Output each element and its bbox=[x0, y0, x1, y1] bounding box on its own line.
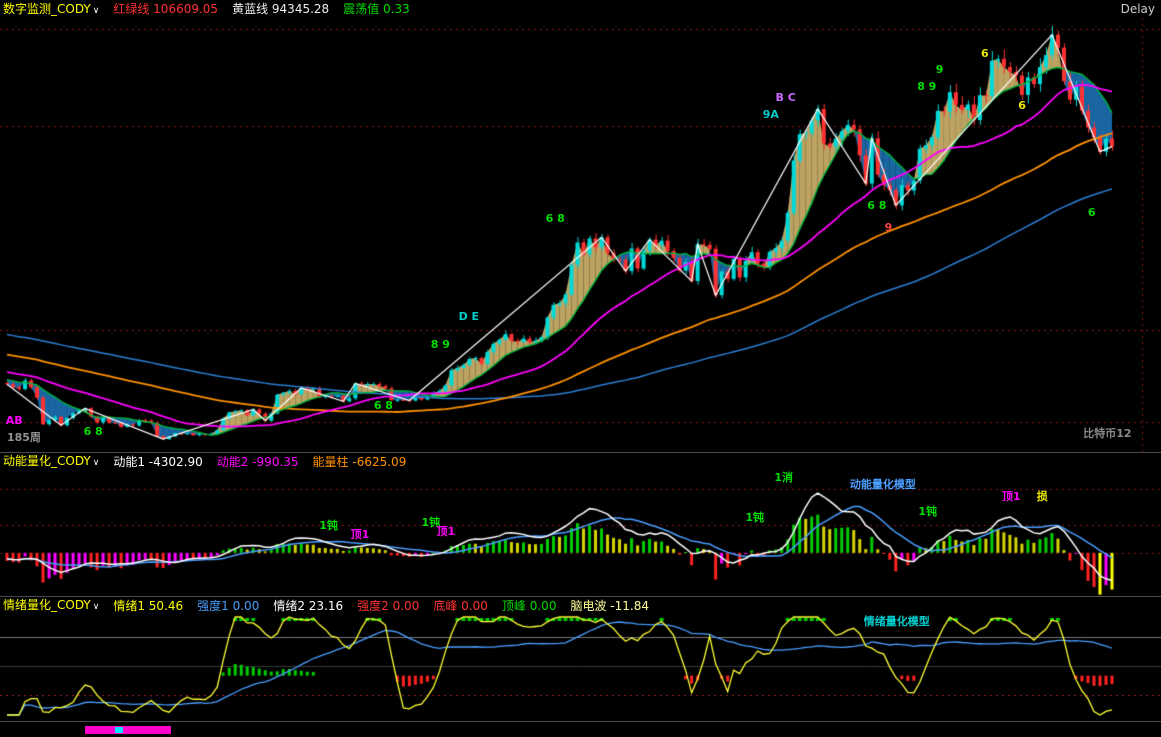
emotion-chart[interactable] bbox=[0, 613, 1161, 721]
indicator-label: 红绿线 bbox=[113, 2, 150, 16]
indicator-value: -6625.09 bbox=[348, 454, 407, 469]
indicator-label: 能量柱 bbox=[312, 454, 349, 469]
indicator-label: 强度2 bbox=[357, 598, 389, 613]
scrollbar-thumb[interactable] bbox=[85, 726, 171, 734]
main-panel-title-text: 数字监测_CODY bbox=[3, 1, 91, 16]
momentum-indicator-readouts: 动能1 -4302.90 动能2 -990.35 能量柱 -6625.09 bbox=[99, 456, 406, 468]
horizontal-scrollbar[interactable] bbox=[0, 721, 1161, 737]
momentum-indicator-0: 动能1 -4302.90 bbox=[113, 455, 202, 469]
chevron-down-icon: ∨ bbox=[92, 602, 100, 612]
emotion-indicator-5: 顶峰 0.00 bbox=[502, 599, 557, 613]
indicator-label: 顶峰 bbox=[501, 598, 526, 613]
indicator-value: 50.46 bbox=[144, 598, 184, 613]
indicator-value: 0.00 bbox=[457, 598, 488, 613]
indicator-value: 0.00 bbox=[388, 598, 420, 613]
emotion-indicator-readouts: 情绪1 50.46 强度1 0.00 情绪2 23.16 强度2 0.00 底峰 0.0… bbox=[99, 600, 649, 612]
main-indicator-readouts: 红绿线 106609.05 黄蓝线 94345.28 震荡值 0.33 bbox=[99, 3, 409, 15]
momentum-panel-title-text: 动能量化_CODY bbox=[3, 454, 91, 468]
indicator-value: -4302.90 bbox=[144, 454, 203, 469]
indicator-value: 106609.05 bbox=[149, 2, 219, 16]
momentum-indicator-2: 能量柱 -6625.09 bbox=[313, 455, 407, 469]
emotion-indicator-4: 底峰 0.00 bbox=[433, 599, 488, 613]
indicator-value: -990.35 bbox=[248, 454, 299, 469]
indicator-value: 0.33 bbox=[379, 2, 410, 16]
indicator-label: 脑电波 bbox=[570, 598, 607, 613]
emotion-indicator-6: 脑电波 -11.84 bbox=[570, 599, 649, 613]
emotion-indicator-3: 强度2 0.00 bbox=[357, 599, 419, 613]
indicator-label: 动能2 bbox=[216, 454, 249, 469]
scrollbar-position-marker bbox=[115, 727, 123, 733]
main-panel-title[interactable]: 数字监测_CODY ∨ bbox=[3, 3, 99, 16]
emotion-indicator-2: 情绪2 23.16 bbox=[273, 599, 343, 613]
indicator-value: 23.16 bbox=[304, 598, 344, 613]
main-indicator-1: 黄蓝线 94345.28 bbox=[232, 2, 329, 16]
delay-badge: Delay bbox=[1120, 2, 1155, 16]
indicator-label: 强度1 bbox=[197, 598, 229, 613]
main-indicator-2: 震荡值 0.33 bbox=[343, 2, 410, 16]
main-chart-header: 数字监测_CODY ∨ 红绿线 106609.05 黄蓝线 94345.28 震荡值 … bbox=[0, 0, 1161, 18]
emotion-panel-header: 情绪量化_CODY ∨ 情绪1 50.46 强度1 0.00 情绪2 23.16 强度2… bbox=[0, 596, 1161, 614]
indicator-label: 情绪1 bbox=[113, 598, 145, 613]
chevron-down-icon: ∨ bbox=[92, 5, 100, 16]
main-indicator-0: 红绿线 106609.05 bbox=[113, 2, 218, 16]
momentum-panel-header: 动能量化_CODY ∨ 动能1 -4302.90 动能2 -990.35 能量柱 -6… bbox=[0, 452, 1161, 470]
momentum-indicator-1: 动能2 -990.35 bbox=[217, 455, 299, 469]
indicator-value: 0.00 bbox=[228, 598, 260, 613]
emotion-indicator-1: 强度1 0.00 bbox=[197, 599, 259, 613]
indicator-label: 情绪2 bbox=[273, 598, 305, 613]
indicator-value: 0.00 bbox=[525, 598, 557, 613]
indicator-label: 底峰 bbox=[433, 598, 458, 613]
emotion-panel-title-text: 情绪量化_CODY bbox=[3, 598, 91, 612]
momentum-panel-title[interactable]: 动能量化_CODY ∨ bbox=[3, 455, 99, 468]
emotion-indicator-0: 情绪1 50.46 bbox=[113, 599, 183, 613]
main-price-chart[interactable] bbox=[0, 18, 1161, 452]
indicator-value: -11.84 bbox=[606, 598, 649, 613]
indicator-label: 震荡值 bbox=[343, 2, 380, 16]
emotion-panel-title[interactable]: 情绪量化_CODY ∨ bbox=[3, 599, 99, 612]
momentum-chart[interactable] bbox=[0, 469, 1161, 596]
chevron-down-icon: ∨ bbox=[92, 458, 100, 468]
indicator-label: 动能1 bbox=[113, 454, 145, 469]
indicator-value: 94345.28 bbox=[268, 2, 330, 16]
indicator-label: 黄蓝线 bbox=[232, 2, 269, 16]
